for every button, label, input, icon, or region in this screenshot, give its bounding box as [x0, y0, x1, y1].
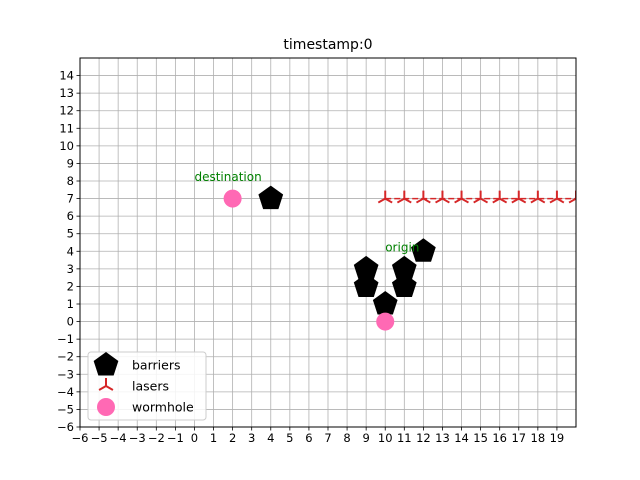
axis-ticks: −6 −5 −4 −3 −2 −1 0 1 2 3 4 5 6 7 8 9 10 11 12 13 14 15 16 17 18…	[57, 69, 564, 445]
y-tick-label: −1	[57, 332, 74, 346]
x-tick-label: −5	[91, 431, 108, 445]
x-tick-label: 0	[191, 431, 198, 445]
y-tick-label: 14	[59, 69, 74, 83]
grid-lines	[79, 58, 576, 428]
x-tick-label: −1	[167, 431, 184, 445]
laser-marker	[549, 190, 565, 204]
y-tick-label: 7	[67, 192, 74, 206]
barrier-marker	[258, 185, 284, 210]
laser-marker	[415, 190, 431, 204]
x-tick-label: 14	[454, 431, 469, 445]
x-tick-label: 1	[210, 431, 217, 445]
legend-label: wormhole	[132, 400, 194, 415]
laser-marker	[473, 190, 489, 204]
barrier-marker	[391, 255, 417, 280]
x-tick-label: 6	[305, 431, 312, 445]
x-tick-label: −3	[129, 431, 146, 445]
barrier-marker	[353, 273, 379, 297]
chart-title: timestamp:0	[283, 37, 372, 53]
legend-box	[87, 351, 207, 421]
laser-marker	[492, 190, 508, 204]
barrier-marker	[411, 238, 436, 262]
laser-marker	[396, 190, 412, 204]
legend: barriers lasers wormhole	[87, 351, 207, 421]
x-tick-label: 8	[343, 431, 350, 445]
y-tick-label: 3	[67, 262, 74, 276]
barrier-marker	[391, 273, 417, 297]
x-tick-label: 17	[511, 431, 526, 445]
x-tick-label: 19	[550, 431, 565, 445]
laser-marker	[530, 190, 546, 204]
y-tick-label: 9	[67, 156, 74, 170]
x-tick-label: −6	[72, 431, 89, 445]
y-tick-label: 10	[59, 139, 74, 153]
x-tick-label: 9	[362, 431, 369, 445]
legend-label: lasers	[132, 379, 169, 394]
laser-marker	[568, 190, 576, 204]
annotation-label: destination	[194, 170, 261, 184]
x-tick-label: 12	[416, 431, 431, 445]
y-tick-label: 11	[59, 121, 74, 135]
annotations-layer: destination origin	[194, 170, 419, 254]
y-tick-label: 2	[67, 279, 74, 293]
x-tick-label: −4	[110, 431, 127, 445]
x-tick-label: 3	[248, 431, 255, 445]
barrier-marker	[353, 255, 379, 280]
y-tick-label: −2	[57, 350, 74, 364]
annotation-label: origin	[385, 240, 419, 254]
x-tick-label: 7	[324, 431, 331, 445]
legend-barrier-marker	[93, 352, 119, 376]
y-tick-label: 5	[67, 227, 74, 241]
y-tick-label: −5	[57, 402, 74, 416]
y-tick-label: 0	[67, 315, 74, 329]
x-tick-label: 13	[435, 431, 450, 445]
x-tick-label: 2	[229, 431, 236, 445]
y-tick-label: −3	[57, 367, 74, 381]
y-tick-label: −6	[57, 420, 74, 434]
y-tick-label: 6	[67, 209, 74, 223]
legend-laser-marker	[98, 378, 114, 391]
laser-marker	[454, 190, 469, 204]
y-tick-label: 13	[59, 86, 74, 100]
y-tick-label: 4	[67, 244, 74, 258]
laser-marker	[511, 190, 527, 204]
barrier-marker	[372, 291, 398, 315]
x-tick-label: −2	[148, 431, 165, 445]
y-tick-label: 8	[67, 174, 74, 188]
x-tick-label: 11	[397, 431, 412, 445]
x-tick-label: 10	[378, 431, 393, 445]
y-tick-label: −4	[57, 385, 74, 399]
y-tick-label: 1	[67, 297, 74, 311]
legend-label: barriers	[132, 358, 180, 373]
y-tick-label: 12	[59, 104, 74, 118]
laser-marker	[377, 190, 393, 204]
wormhole-marker	[223, 189, 242, 208]
x-tick-label: 16	[492, 431, 507, 445]
markers-layer	[223, 185, 576, 331]
x-tick-label: 15	[473, 431, 488, 445]
laser-marker	[435, 190, 450, 204]
wormhole-marker	[376, 312, 395, 331]
x-tick-label: 4	[267, 431, 274, 445]
legend-wormhole-marker	[97, 398, 115, 416]
x-tick-label: 18	[531, 431, 546, 445]
x-tick-label: 5	[286, 431, 293, 445]
